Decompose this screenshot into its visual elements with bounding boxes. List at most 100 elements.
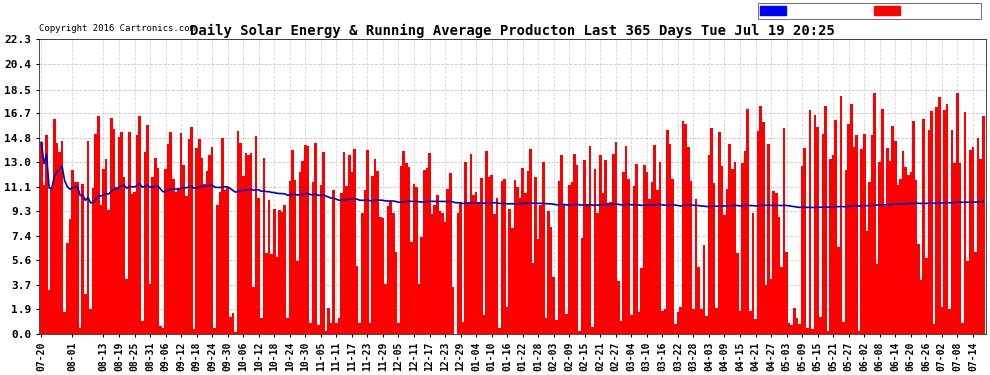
Bar xyxy=(322,152,325,334)
Bar xyxy=(767,144,770,334)
Bar xyxy=(827,331,830,334)
Bar xyxy=(759,106,762,334)
Bar xyxy=(180,133,182,334)
Bar xyxy=(206,171,208,334)
Bar xyxy=(648,199,650,334)
Bar xyxy=(589,146,591,334)
Bar xyxy=(796,318,798,334)
Bar xyxy=(620,321,623,334)
Bar xyxy=(240,143,242,334)
Bar xyxy=(131,194,134,334)
Bar xyxy=(159,326,161,334)
Bar xyxy=(543,162,545,334)
Bar xyxy=(599,155,602,334)
Bar xyxy=(915,180,918,334)
Bar xyxy=(607,202,610,334)
Bar xyxy=(729,144,731,334)
Bar xyxy=(814,115,817,334)
Bar xyxy=(633,186,636,334)
Bar xyxy=(402,151,405,334)
Bar xyxy=(134,192,136,334)
Bar xyxy=(423,170,426,334)
Bar xyxy=(348,155,350,334)
Bar xyxy=(623,172,625,334)
Bar xyxy=(395,252,397,334)
Bar xyxy=(270,254,273,334)
Bar xyxy=(161,328,164,334)
Bar xyxy=(472,195,475,334)
Bar xyxy=(876,264,878,334)
Bar xyxy=(442,213,444,334)
Bar xyxy=(451,287,454,334)
Bar xyxy=(102,169,105,334)
Bar xyxy=(669,144,671,334)
Bar xyxy=(594,169,596,334)
Bar xyxy=(397,323,400,334)
Bar xyxy=(107,210,110,334)
Bar xyxy=(749,311,751,334)
Bar xyxy=(55,143,58,334)
Bar xyxy=(863,134,865,334)
Bar xyxy=(355,266,358,334)
Bar xyxy=(195,148,198,334)
Legend: Average (kWh), Daily  (kWh): Average (kWh), Daily (kWh) xyxy=(757,3,981,19)
Bar xyxy=(408,168,410,334)
Bar xyxy=(73,182,76,334)
Bar xyxy=(249,153,252,334)
Bar xyxy=(254,136,257,334)
Bar xyxy=(379,217,382,334)
Bar xyxy=(870,135,873,334)
Bar xyxy=(860,150,863,334)
Bar xyxy=(840,96,842,334)
Bar xyxy=(368,323,371,334)
Bar xyxy=(151,177,154,334)
Bar xyxy=(535,177,537,334)
Bar xyxy=(317,325,320,334)
Bar xyxy=(214,328,216,334)
Bar xyxy=(948,309,951,334)
Bar xyxy=(315,142,317,334)
Bar xyxy=(847,124,850,334)
Bar xyxy=(650,182,653,334)
Bar xyxy=(219,192,221,334)
Bar xyxy=(615,142,617,334)
Bar xyxy=(63,312,66,334)
Bar xyxy=(490,175,493,334)
Bar xyxy=(275,257,278,334)
Bar xyxy=(824,106,827,334)
Bar xyxy=(746,109,749,334)
Bar xyxy=(969,150,971,334)
Bar xyxy=(301,161,304,334)
Bar xyxy=(121,132,123,334)
Bar xyxy=(343,152,346,334)
Bar xyxy=(656,190,658,334)
Bar xyxy=(785,252,788,334)
Bar xyxy=(50,188,53,334)
Title: Daily Solar Energy & Running Average Producton Last 365 Days Tue Jul 19 20:25: Daily Solar Energy & Running Average Pro… xyxy=(190,24,835,38)
Bar xyxy=(374,159,376,334)
Bar xyxy=(625,146,628,334)
Bar xyxy=(286,318,288,334)
Bar xyxy=(783,128,785,334)
Bar xyxy=(844,170,847,334)
Bar xyxy=(273,209,275,334)
Bar xyxy=(628,179,630,334)
Bar xyxy=(734,162,737,334)
Bar xyxy=(141,321,144,334)
Bar xyxy=(172,178,174,334)
Bar xyxy=(700,309,703,334)
Bar xyxy=(788,323,790,334)
Bar xyxy=(475,192,477,334)
Bar xyxy=(333,190,335,334)
Bar xyxy=(201,158,203,334)
Bar xyxy=(221,138,224,334)
Bar xyxy=(446,189,448,334)
Bar xyxy=(724,215,726,334)
Bar xyxy=(596,213,599,334)
Bar xyxy=(578,330,581,334)
Bar xyxy=(110,118,113,334)
Bar xyxy=(493,214,496,334)
Bar xyxy=(203,184,206,334)
Bar xyxy=(894,141,897,334)
Bar xyxy=(775,192,777,334)
